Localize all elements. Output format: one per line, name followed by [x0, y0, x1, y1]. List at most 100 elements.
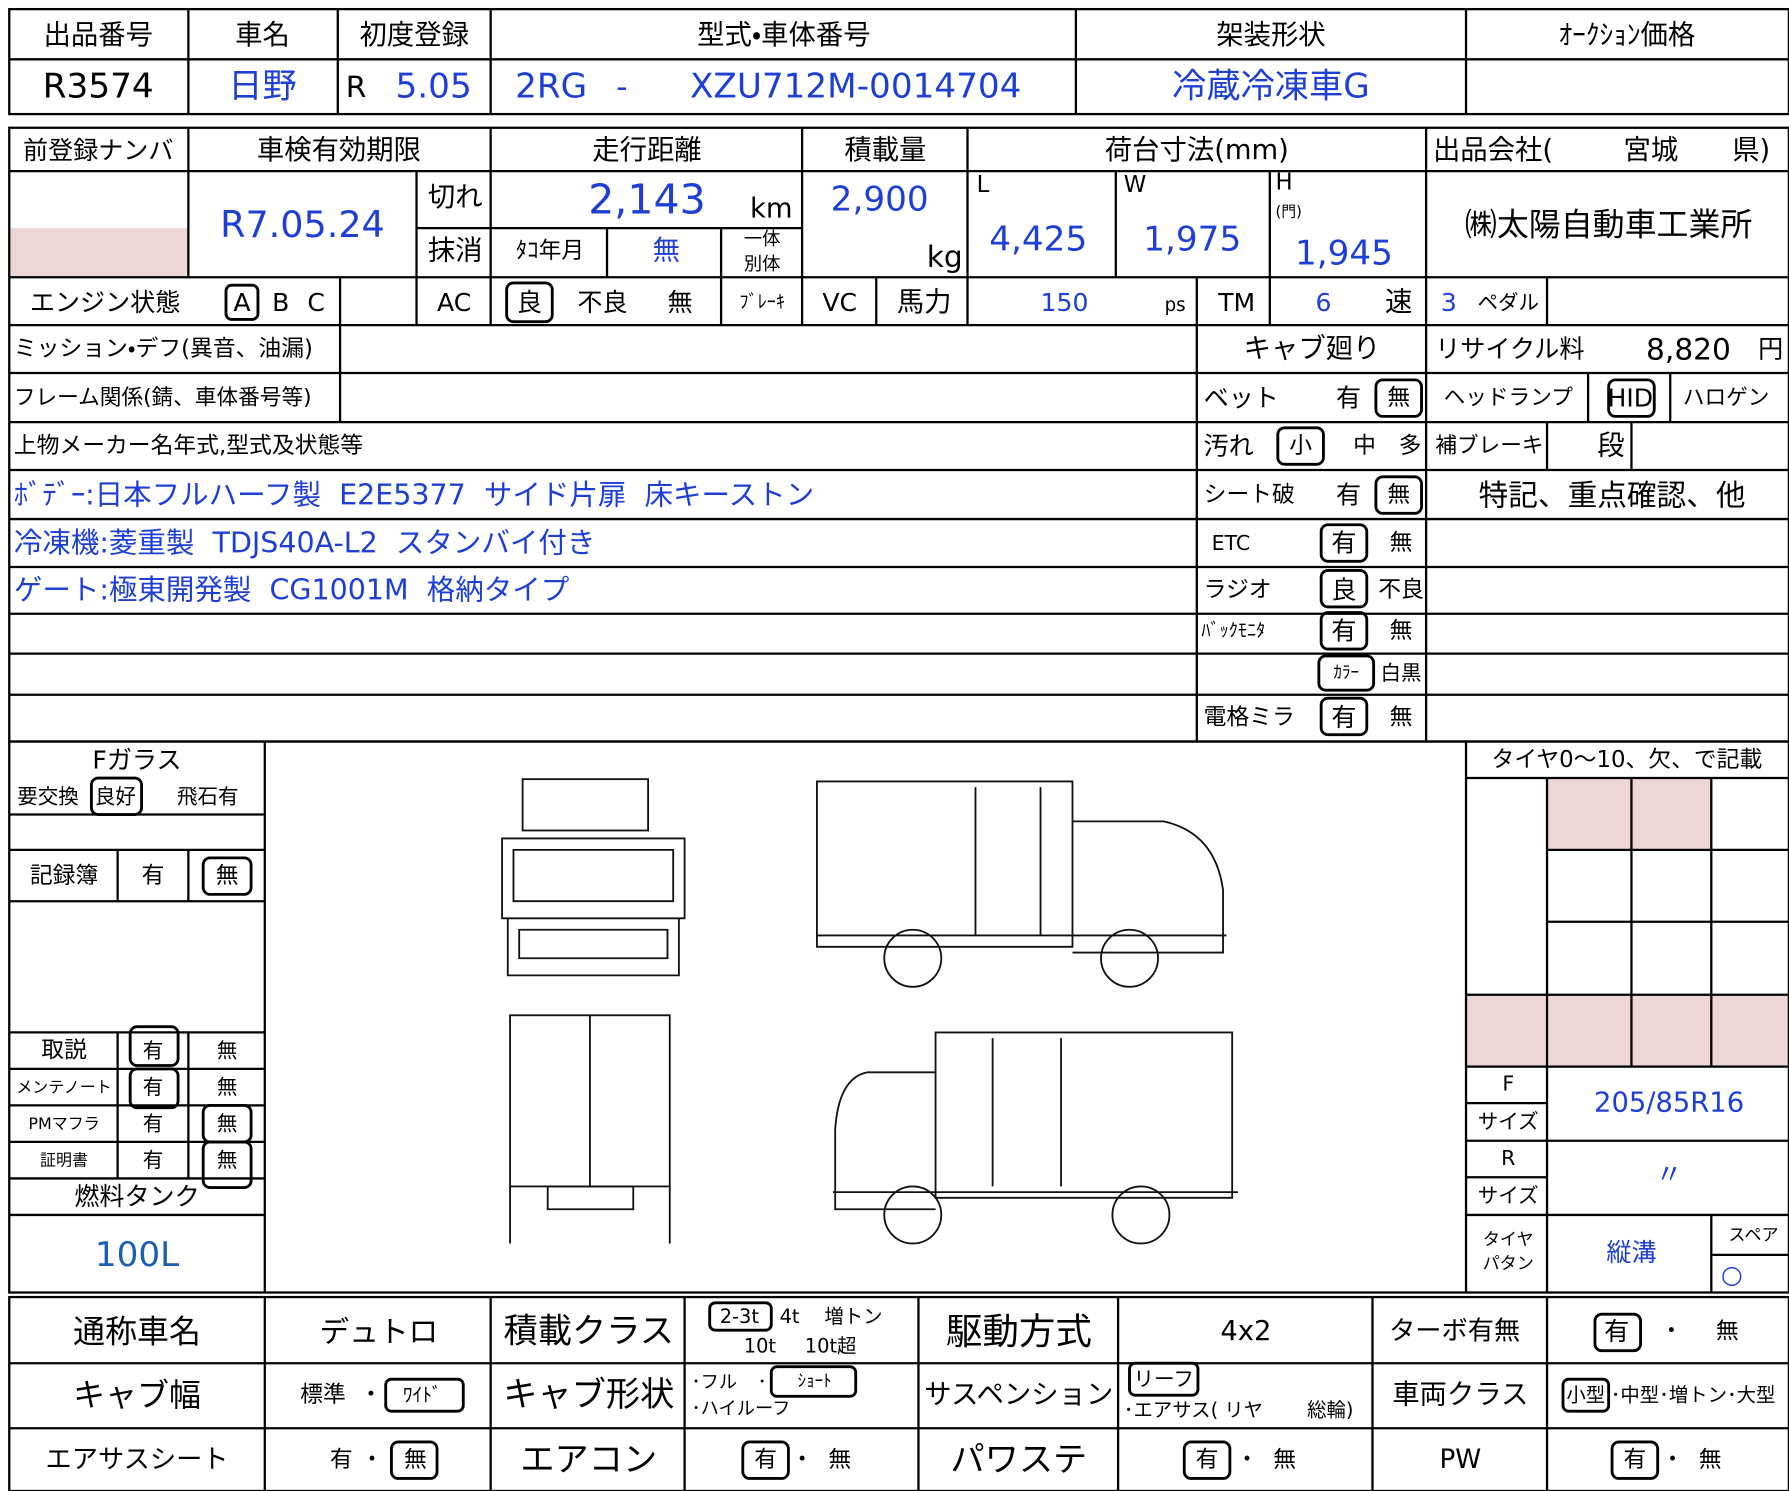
- registration-labels: 走行距離: [592, 135, 701, 166]
- registration-seller-labels: 宮城: [1623, 135, 1678, 166]
- bottom: 有: [330, 1447, 353, 1473]
- registration-inspection-status: 切れ: [428, 182, 483, 213]
- engine-row: 3: [1441, 288, 1457, 317]
- bottom: 通称車名: [73, 1312, 201, 1350]
- bottom: 無: [1716, 1318, 1739, 1344]
- header-labels: 車名: [235, 20, 290, 51]
- left-panel-fuel-label: 燃料タンク: [74, 1182, 199, 1211]
- cab-items-options: 有: [1331, 703, 1356, 732]
- left-panel-docs: 有: [143, 1148, 164, 1172]
- bottom: ・: [361, 1447, 384, 1473]
- header-labels: 型式・車体番号: [697, 20, 870, 51]
- registration-mileage-unit: km: [750, 193, 792, 224]
- bottom: ･フル: [691, 1372, 737, 1393]
- cab-monitor-color: 白黒: [1380, 661, 1421, 685]
- bottom: 有: [1623, 1447, 1646, 1473]
- cab-items-options: 良: [1331, 575, 1356, 604]
- cab-items-options: 多: [1399, 433, 1422, 459]
- bottom: 総輪): [1307, 1399, 1353, 1422]
- extras-recycle-label: リサイクル料: [1435, 335, 1584, 364]
- bottom: デュトロ: [320, 1314, 439, 1349]
- header-lot: R3574: [43, 67, 154, 107]
- header-chassis: XZU712M-0014704: [690, 67, 1022, 107]
- engine-row: 無: [667, 288, 692, 317]
- left-panel-record: 無: [216, 863, 239, 889]
- cab-items-options: 有: [1331, 616, 1356, 645]
- bottom: ・: [1661, 1447, 1684, 1473]
- bottom: 無: [404, 1447, 427, 1473]
- tires-spare-mark: ○: [1721, 1260, 1743, 1289]
- header-labels: 初度登録: [360, 20, 469, 51]
- left-panel-record: 記録簿: [30, 863, 98, 889]
- bottom: 無: [1273, 1447, 1296, 1473]
- registration-capacity: 2,900: [831, 180, 929, 220]
- bottom: リーフ: [1134, 1367, 1194, 1391]
- left-panel-docs: PMマフラ: [28, 1114, 99, 1133]
- left-panel-docs: 無: [217, 1075, 238, 1099]
- left-panel-docs: 取説: [41, 1038, 87, 1064]
- bottom: パワステ: [950, 1440, 1087, 1480]
- registration-labels: 積載量: [844, 135, 926, 166]
- bottom: 車両クラス: [1392, 1380, 1528, 1411]
- left-panel-docs: 無: [217, 1148, 238, 1172]
- registration-seller-labels: 県): [1732, 135, 1770, 166]
- engine-row: TM: [1217, 288, 1255, 317]
- registration-mileage: 2,143: [588, 176, 706, 224]
- shading: [10, 228, 1789, 1067]
- bottom: ｼｮｰﾄ: [798, 1371, 832, 1391]
- registration-labels: 前登録ナンバ: [23, 136, 173, 165]
- left-panel-fglass-options: 要交換: [17, 784, 79, 808]
- header-labels: 出品番号: [44, 20, 153, 51]
- bottom: 無: [1699, 1447, 1722, 1473]
- condition-labels: フレーム関係(錆、車体番号等): [14, 386, 312, 411]
- bottom: ･中型･増トン･大型: [1611, 1384, 1776, 1407]
- condition-labels: 上物メーカー名年式,型式及状態等: [14, 433, 363, 459]
- registration-inspection-status: 抹消: [428, 235, 483, 266]
- header-model: 2RG: [515, 67, 587, 107]
- left-panel-docs: 有: [143, 1075, 164, 1099]
- cab-items-options: 中: [1353, 433, 1376, 459]
- left-panel-docs: メンテノート: [16, 1078, 111, 1097]
- left-panel-fuel: 100L: [95, 1235, 179, 1275]
- registration-labels: 車検有効期限: [257, 135, 421, 166]
- registration-inspection-expiry: R7.05.24: [220, 203, 385, 246]
- registration-dims-label: H: [1276, 170, 1293, 196]
- cab-items-options: 無: [1390, 705, 1413, 731]
- bottom: 10t超: [805, 1335, 857, 1358]
- engine-row: 不良: [577, 288, 627, 317]
- extras-recycle: 8,820: [1646, 332, 1731, 367]
- tires-pattern-label: パタン: [1483, 1254, 1534, 1274]
- bottom: 小型: [1566, 1384, 1605, 1407]
- condition-notes: 冷凍機:菱重製 TDJS40A-L2 スタンバイ付き: [14, 527, 596, 560]
- left-panel-fglass-options: 良好: [95, 784, 136, 808]
- extras-headlamp: HID: [1608, 384, 1654, 413]
- cab-items-label: ETC: [1212, 531, 1251, 555]
- bottom: 積載クラス: [504, 1311, 674, 1351]
- bottom: ・: [359, 1382, 382, 1408]
- registration-meter-type: 別体: [744, 254, 781, 275]
- bottom: キャブ幅: [73, 1376, 201, 1414]
- tires-size-label: サイズ: [1478, 1184, 1539, 1208]
- engine-row: A: [233, 288, 250, 317]
- engine-row: 速: [1385, 287, 1412, 318]
- left-panel-fglass: Fガラス: [92, 745, 181, 774]
- registration-capacity-unit: kg: [927, 239, 963, 274]
- tires-size-label: サイズ: [1478, 1109, 1539, 1133]
- left-panel-docs: 無: [217, 1112, 238, 1136]
- engine-row: AC: [437, 288, 471, 317]
- cab-items-options: 不良: [1378, 577, 1424, 603]
- bottom: ・: [791, 1447, 814, 1473]
- condition-notes: ﾎﾞﾃﾞｰ:日本フルハーフ製 E2E5377 サイド片扉 床キーストン: [14, 479, 814, 512]
- left-panel-docs: 証明書: [40, 1151, 88, 1170]
- bottom: 有: [1604, 1317, 1629, 1346]
- selection-marks: [89, 281, 1660, 1480]
- cab-items-label: ベット: [1204, 384, 1279, 413]
- registration-tacho-label: ﾀｺ年月: [516, 238, 584, 264]
- engine-row: ps: [1165, 295, 1186, 316]
- registration-dims-value: 4,425: [989, 220, 1087, 260]
- header-maker: 日野: [228, 67, 296, 107]
- bottom: 4x2: [1220, 1316, 1271, 1347]
